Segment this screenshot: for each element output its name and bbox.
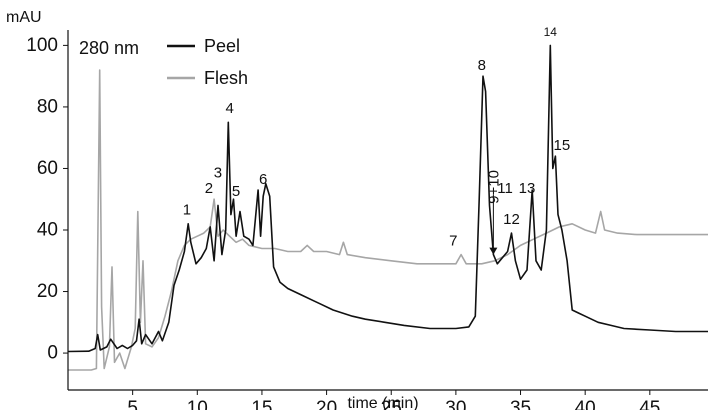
legend-peel-label: Peel bbox=[204, 36, 240, 56]
peak-label-6: 6 bbox=[259, 171, 267, 188]
y-tick-label: 100 bbox=[26, 35, 58, 56]
x-tick-label: 30 bbox=[445, 398, 466, 410]
series-line-peel bbox=[68, 44, 708, 353]
peak-label-1: 1 bbox=[183, 202, 191, 219]
legend-flesh-label: Flesh bbox=[204, 68, 248, 88]
peak-label-5: 5 bbox=[232, 183, 240, 200]
peak-label-8: 8 bbox=[478, 57, 486, 74]
y-tick-label: 60 bbox=[37, 158, 58, 179]
wavelength-annotation: 280 nm bbox=[79, 38, 139, 58]
peak-arrow-head bbox=[489, 247, 498, 255]
peak-label-7: 7 bbox=[449, 232, 457, 249]
peak-label-13: 13 bbox=[519, 180, 536, 197]
series-layer bbox=[68, 44, 708, 371]
y-axis-label: mAU bbox=[6, 9, 42, 26]
peak-label-12: 12 bbox=[503, 211, 520, 228]
peak-label-2: 2 bbox=[205, 180, 213, 197]
x-tick-label: 20 bbox=[316, 398, 337, 410]
x-tick-label: 40 bbox=[575, 398, 596, 410]
peak-label-4: 4 bbox=[225, 100, 233, 117]
x-tick-label: 10 bbox=[187, 398, 208, 410]
x-tick-label: 25 bbox=[381, 398, 402, 410]
x-tick-label: 45 bbox=[639, 398, 660, 410]
x-tick-label: 35 bbox=[510, 398, 531, 410]
peak-label-15: 15 bbox=[554, 137, 571, 154]
x-axis-label: time (min) bbox=[347, 395, 418, 410]
x-tick-label: 15 bbox=[251, 398, 272, 410]
y-tick-label: 0 bbox=[47, 343, 58, 364]
y-tick-label: 40 bbox=[37, 220, 58, 241]
x-tick-label: 5 bbox=[127, 398, 138, 410]
peak-label-3: 3 bbox=[214, 165, 222, 182]
y-tick-label: 20 bbox=[37, 281, 58, 302]
peak-label-14: 14 bbox=[544, 25, 558, 39]
legend: Peel Flesh bbox=[167, 36, 248, 88]
y-tick-label: 80 bbox=[37, 96, 58, 117]
peak-label-11: 11 bbox=[497, 180, 513, 197]
axes-layer bbox=[67, 30, 708, 391]
peak-label-9-10: 9+10 bbox=[486, 170, 503, 204]
